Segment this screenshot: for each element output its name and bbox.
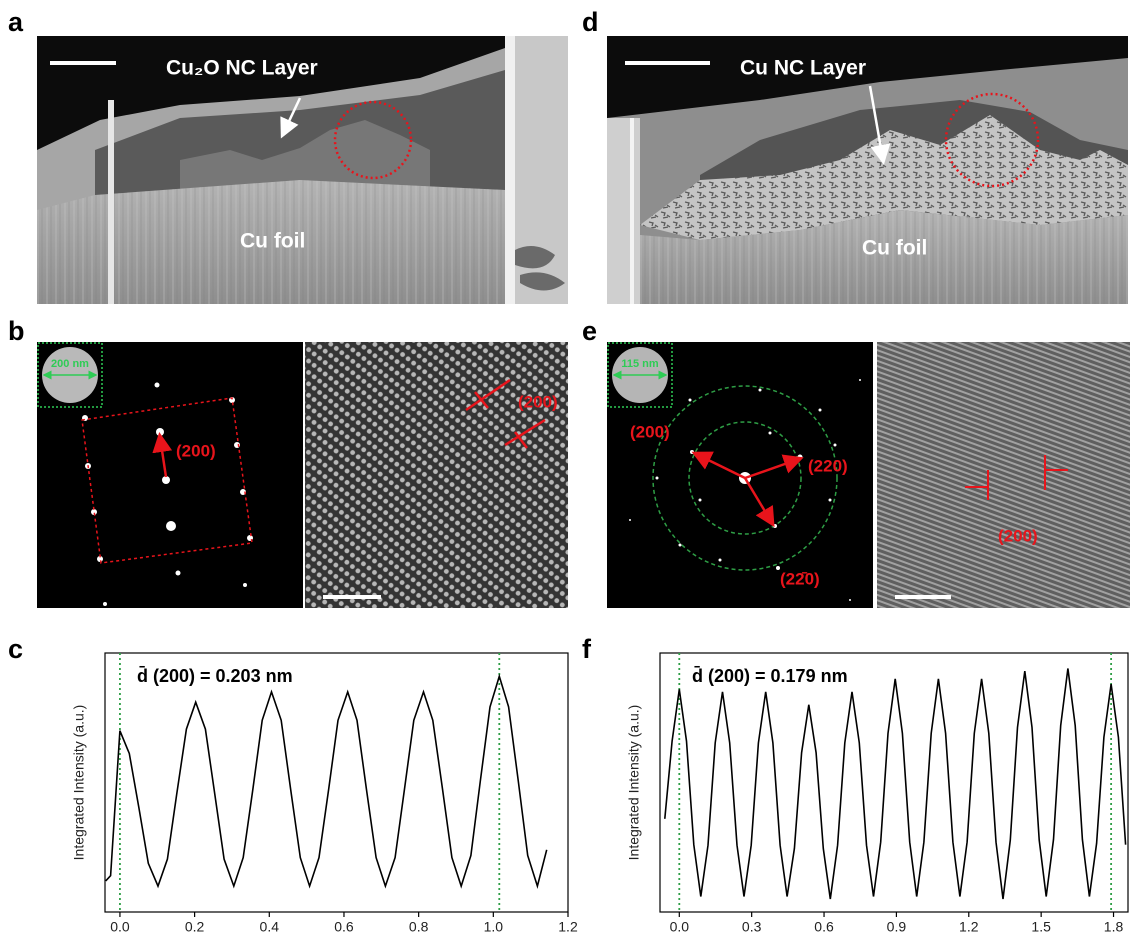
hrtem-b — [305, 342, 568, 608]
x-tick-label: 0.4 — [260, 919, 280, 935]
spot-label: (22̄0) — [780, 569, 820, 588]
x-tick-label: 0.0 — [670, 919, 690, 935]
axis-title: Lattice Spacing (nm) — [830, 937, 958, 938]
x-tick-label: 1.2 — [558, 919, 578, 935]
panel-label: a — [8, 7, 24, 37]
inset-scale: 200 nm — [51, 358, 89, 370]
x-tick-label: 1.5 — [1031, 919, 1051, 935]
x-tick-label: 1.2 — [959, 919, 979, 935]
plot-frame — [659, 652, 1129, 913]
lattice-label: (200) — [998, 526, 1038, 545]
panel-label: e — [582, 316, 597, 346]
sem-image-d — [607, 36, 1128, 304]
layer-label: Cu₂O NC Layer — [166, 57, 318, 80]
foil-label: Cu foil — [862, 237, 927, 260]
panel-label: f — [582, 634, 592, 664]
sem-image-a — [37, 36, 568, 304]
spot-label: (220) — [808, 456, 848, 475]
spot-label: (200) — [176, 441, 216, 460]
hrtem-e — [877, 342, 1130, 608]
panel-label: d — [582, 7, 599, 37]
spot-label: (200) — [630, 422, 670, 441]
annotation: d̄ (200) = 0.179 nm — [692, 666, 848, 686]
x-tick-label: 1.8 — [1104, 919, 1124, 935]
plot-frame — [104, 652, 569, 913]
x-tick-label: 0.0 — [110, 919, 130, 935]
axis-title: Integrated Intensity (a.u.) — [71, 705, 87, 861]
x-tick-label: 0.2 — [185, 919, 205, 935]
annotation: d̄ (200) = 0.203 nm — [137, 666, 293, 686]
foil-label: Cu foil — [240, 230, 305, 253]
layer-label: Cu NC Layer — [740, 57, 866, 80]
inset-scale: 115 nm — [621, 358, 659, 370]
x-tick-label: 0.8 — [409, 919, 429, 935]
x-tick-label: 1.0 — [484, 919, 504, 935]
x-tick-label: 0.3 — [742, 919, 762, 935]
axis-title: Lattice Spacing (nm) — [272, 937, 400, 938]
data-line — [664, 668, 1127, 900]
diffraction-e — [607, 342, 873, 608]
lattice-label: (200) — [518, 392, 558, 411]
panel-label: c — [8, 634, 23, 664]
axis-title: Integrated Intensity (a.u.) — [626, 705, 642, 861]
x-tick-label: 0.6 — [334, 919, 354, 935]
panel-label: b — [8, 316, 25, 346]
data-line — [105, 673, 548, 890]
x-tick-label: 0.9 — [887, 919, 907, 935]
diffraction-b — [37, 342, 303, 608]
x-tick-label: 0.6 — [814, 919, 834, 935]
